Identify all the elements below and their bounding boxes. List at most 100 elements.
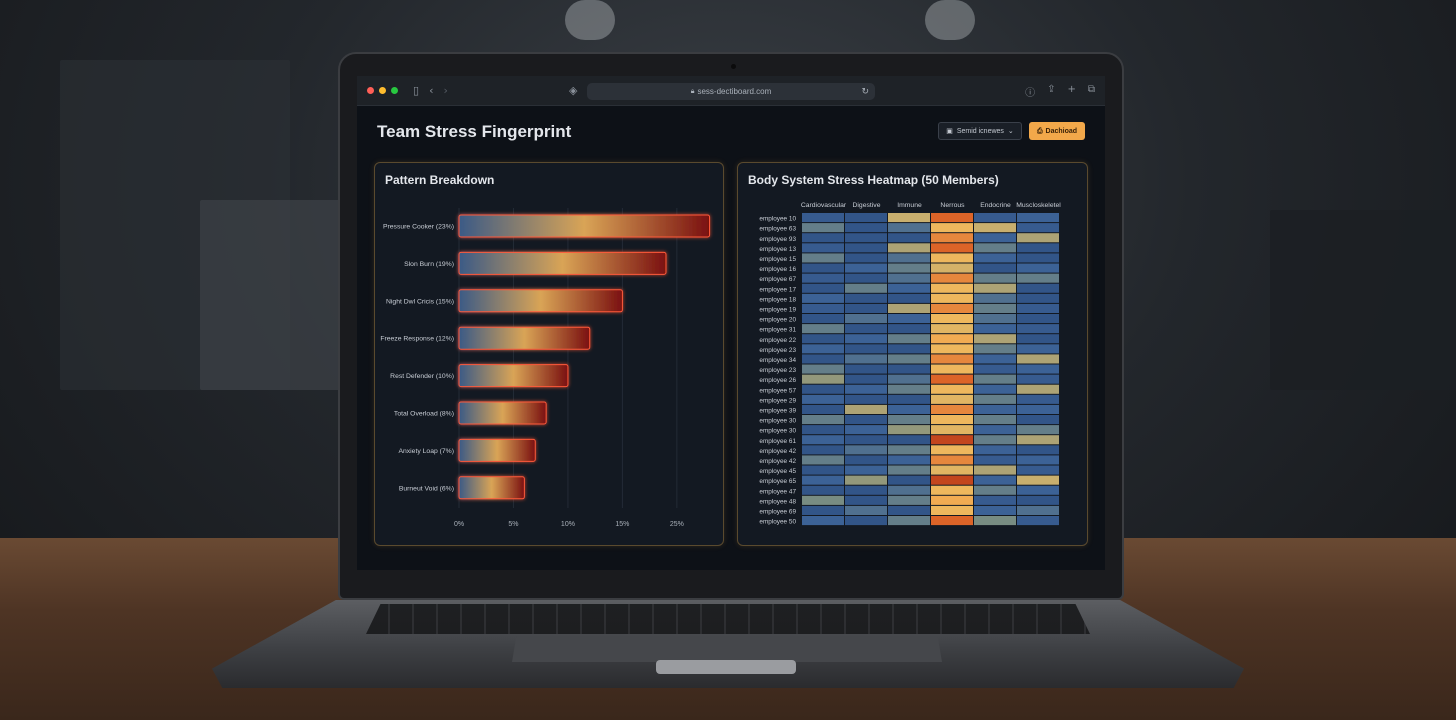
heatmap-cell[interactable]	[845, 495, 887, 505]
heatmap-cell[interactable]	[931, 455, 973, 465]
heatmap-cell[interactable]	[888, 475, 930, 485]
heatmap-cell[interactable]	[1017, 233, 1059, 243]
heatmap-cell[interactable]	[931, 485, 973, 495]
heatmap-cell[interactable]	[1017, 435, 1059, 445]
heatmap-cell[interactable]	[1017, 374, 1059, 384]
heatmap-cell[interactable]	[974, 455, 1016, 465]
heatmap-cell[interactable]	[802, 495, 844, 505]
bar[interactable]	[458, 326, 591, 350]
heatmap-cell[interactable]	[1017, 273, 1059, 283]
heatmap-cell[interactable]	[974, 213, 1016, 223]
heatmap-cell[interactable]	[845, 455, 887, 465]
heatmap-cell[interactable]	[802, 415, 844, 425]
heatmap-cell[interactable]	[931, 425, 973, 435]
heatmap-cell[interactable]	[802, 303, 844, 313]
heatmap-cell[interactable]	[888, 303, 930, 313]
heatmap-cell[interactable]	[845, 243, 887, 253]
heatmap-cell[interactable]	[802, 465, 844, 475]
heatmap-cell[interactable]	[802, 404, 844, 414]
heatmap-cell[interactable]	[931, 273, 973, 283]
heatmap-cell[interactable]	[845, 374, 887, 384]
heatmap-cell[interactable]	[1017, 364, 1059, 374]
heatmap-cell[interactable]	[845, 435, 887, 445]
zoom-window-button[interactable]	[391, 87, 398, 94]
heatmap-cell[interactable]	[845, 314, 887, 324]
heatmap-cell[interactable]	[802, 344, 844, 354]
heatmap-cell[interactable]	[802, 354, 844, 364]
heatmap-cell[interactable]	[974, 354, 1016, 364]
heatmap-cell[interactable]	[931, 263, 973, 273]
heatmap-cell[interactable]	[974, 233, 1016, 243]
heatmap-cell[interactable]	[1017, 475, 1059, 485]
heatmap-cell[interactable]	[974, 415, 1016, 425]
heatmap-cell[interactable]	[845, 505, 887, 515]
heatmap-cell[interactable]	[974, 263, 1016, 273]
heatmap-cell[interactable]	[1017, 314, 1059, 324]
heatmap-cell[interactable]	[802, 293, 844, 303]
heatmap-cell[interactable]	[1017, 344, 1059, 354]
heatmap-cell[interactable]	[802, 233, 844, 243]
heatmap-cell[interactable]	[1017, 425, 1059, 435]
heatmap-cell[interactable]	[845, 415, 887, 425]
heatmap-cell[interactable]	[845, 475, 887, 485]
heatmap-cell[interactable]	[845, 263, 887, 273]
heatmap-cell[interactable]	[974, 273, 1016, 283]
heatmap-cell[interactable]	[931, 465, 973, 475]
heatmap-cell[interactable]	[845, 425, 887, 435]
heatmap-cell[interactable]	[888, 455, 930, 465]
heatmap-cell[interactable]	[974, 364, 1016, 374]
heatmap-cell[interactable]	[888, 415, 930, 425]
heatmap-cell[interactable]	[802, 505, 844, 515]
heatmap-cell[interactable]	[845, 445, 887, 455]
heatmap-cell[interactable]	[802, 374, 844, 384]
heatmap-cell[interactable]	[845, 354, 887, 364]
bar[interactable]	[458, 251, 667, 275]
heatmap-cell[interactable]	[931, 364, 973, 374]
heatmap-cell[interactable]	[888, 394, 930, 404]
heatmap-cell[interactable]	[888, 354, 930, 364]
close-window-button[interactable]	[367, 87, 374, 94]
heatmap-cell[interactable]	[888, 253, 930, 263]
heatmap-cell[interactable]	[974, 374, 1016, 384]
heatmap-cell[interactable]	[931, 374, 973, 384]
heatmap-cell[interactable]	[888, 243, 930, 253]
back-arrow-icon[interactable]: ‹	[429, 84, 434, 97]
heatmap-cell[interactable]	[931, 475, 973, 485]
heatmap-cell[interactable]	[888, 445, 930, 455]
heatmap-cell[interactable]	[1017, 303, 1059, 313]
heatmap-cell[interactable]	[974, 223, 1016, 233]
heatmap-cell[interactable]	[1017, 334, 1059, 344]
heatmap-cell[interactable]	[974, 485, 1016, 495]
bar[interactable]	[458, 364, 569, 388]
heatmap-cell[interactable]	[1017, 404, 1059, 414]
heatmap-cell[interactable]	[1017, 354, 1059, 364]
heatmap-cell[interactable]	[888, 344, 930, 354]
heatmap-cell[interactable]	[931, 384, 973, 394]
shield-icon[interactable]: ◈	[569, 84, 578, 97]
heatmap-cell[interactable]	[974, 344, 1016, 354]
heatmap-cell[interactable]	[974, 384, 1016, 394]
heatmap-cell[interactable]	[1017, 455, 1059, 465]
heatmap-cell[interactable]	[1017, 253, 1059, 263]
heatmap-cell[interactable]	[845, 324, 887, 334]
heatmap-cell[interactable]	[931, 223, 973, 233]
heatmap-cell[interactable]	[845, 293, 887, 303]
heatmap-cell[interactable]	[974, 303, 1016, 313]
bar[interactable]	[458, 401, 547, 425]
heatmap-cell[interactable]	[845, 344, 887, 354]
heatmap-cell[interactable]	[931, 293, 973, 303]
heatmap-cell[interactable]	[802, 243, 844, 253]
heatmap-cell[interactable]	[845, 213, 887, 223]
heatmap-cell[interactable]	[931, 314, 973, 324]
heatmap-cell[interactable]	[802, 253, 844, 263]
heatmap-cell[interactable]	[931, 404, 973, 414]
heatmap-cell[interactable]	[845, 516, 887, 526]
heatmap-cell[interactable]	[802, 273, 844, 283]
heatmap-cell[interactable]	[802, 364, 844, 374]
heatmap-cell[interactable]	[888, 495, 930, 505]
heatmap-cell[interactable]	[888, 273, 930, 283]
heatmap-cell[interactable]	[888, 404, 930, 414]
tabs-overview-icon[interactable]: ⧉	[1087, 84, 1095, 95]
heatmap-cell[interactable]	[1017, 243, 1059, 253]
heatmap-cell[interactable]	[802, 485, 844, 495]
